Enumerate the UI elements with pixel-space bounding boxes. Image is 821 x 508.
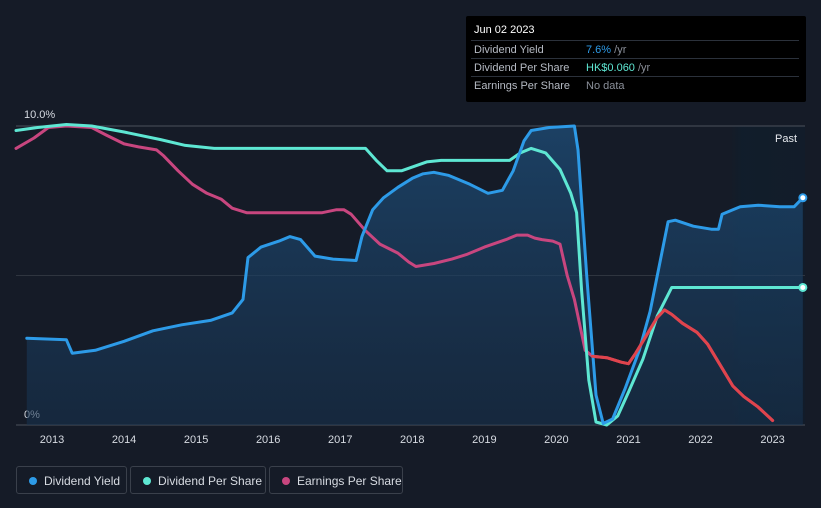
tooltip-unit: /yr <box>634 62 651 74</box>
x-tick-label: 2013 <box>40 434 64 446</box>
tooltip-value: No data <box>586 80 625 92</box>
legend-dot-icon <box>29 477 37 485</box>
tooltip-row-dividend-yield: Dividend Yield 7.6% /yr <box>471 40 799 58</box>
y-axis-label-top: 10.0% <box>24 109 55 121</box>
x-tick-label: 2022 <box>688 434 712 446</box>
x-tick-label: 2019 <box>472 434 496 446</box>
legend-label: Dividend Per Share <box>158 474 263 488</box>
tooltip-number: No data <box>586 80 625 92</box>
tooltip-value: 7.6% /yr <box>586 44 626 56</box>
tooltip-label: Dividend Per Share <box>474 62 570 74</box>
tooltip-label: Earnings Per Share <box>474 80 570 92</box>
series-line-dividend-per-share <box>14 123 805 427</box>
tooltip-label: Dividend Yield <box>474 44 544 56</box>
legend-item-dividend-per-share[interactable]: Dividend Per Share <box>130 466 266 494</box>
legend-dot-icon <box>282 477 290 485</box>
x-tick-label: 2020 <box>544 434 568 446</box>
x-tick-label: 2017 <box>328 434 352 446</box>
hover-tooltip: Jun 02 2023 Dividend Yield 7.6% /yr Divi… <box>466 16 806 102</box>
legend-item-earnings-per-share[interactable]: Earnings Per Share <box>269 466 403 494</box>
tooltip-number: 7.6% <box>586 44 612 56</box>
legend-dot-icon <box>143 477 151 485</box>
x-tick-label: 2014 <box>112 434 136 446</box>
x-tick-label: 2021 <box>616 434 640 446</box>
series-line-earnings-per-share-recent <box>590 308 775 422</box>
past-label: Past <box>775 133 797 145</box>
tooltip-date: Jun 02 2023 <box>474 24 535 36</box>
series-line-dividend-yield <box>25 124 805 425</box>
tooltip-unit: /yr <box>611 44 627 56</box>
legend-label: Earnings Per Share <box>297 474 402 488</box>
x-tick-label: 2015 <box>184 434 208 446</box>
end-marker-dividend-yield <box>798 193 808 203</box>
tooltip-number: HK$0.060 <box>586 62 635 74</box>
legend-label: Dividend Yield <box>44 474 121 488</box>
legend-item-dividend-yield[interactable]: Dividend Yield <box>16 466 127 494</box>
tooltip-row-dividend-per-share: Dividend Per Share HK$0.060 /yr <box>471 58 799 76</box>
x-tick-label: 2023 <box>760 434 784 446</box>
x-tick-label: 2018 <box>400 434 424 446</box>
x-tick-label: 2016 <box>256 434 280 446</box>
tooltip-row-earnings-per-share: Earnings Per Share No data <box>471 76 799 94</box>
series-area-dividend-yield <box>26 126 803 425</box>
tooltip-value: HK$0.060 /yr <box>586 62 650 74</box>
end-marker-dividend-per-share <box>798 282 808 292</box>
